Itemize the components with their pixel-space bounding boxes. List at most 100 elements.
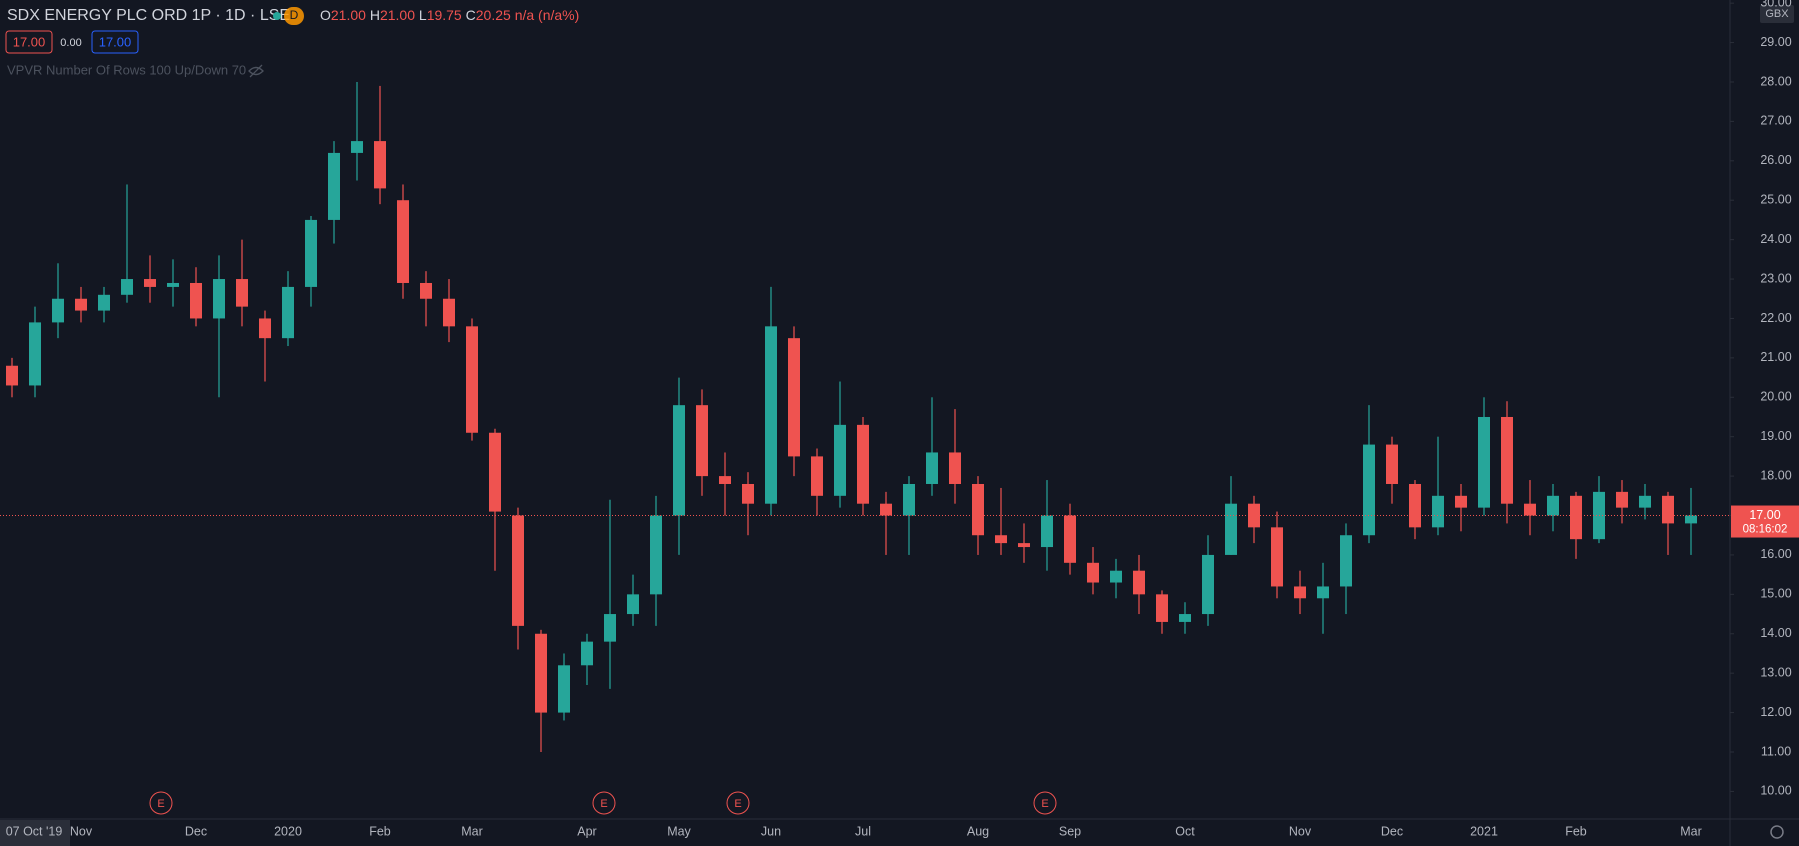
y-tick-label: 16.00 <box>1760 547 1791 561</box>
x-tick-label: Mar <box>1680 824 1702 838</box>
earnings-circle[interactable] <box>726 791 750 815</box>
x-tick-label: Nov <box>70 824 93 838</box>
candle-body <box>972 483 984 536</box>
candle-body <box>581 641 593 666</box>
readout-key: C <box>466 7 476 23</box>
y-tick-label: 13.00 <box>1760 665 1791 679</box>
y-tick-label: 27.00 <box>1760 114 1791 128</box>
candle-body <box>282 286 294 339</box>
buy-price[interactable]: 17.00 <box>99 34 132 49</box>
candle-body <box>1662 495 1674 524</box>
candle-body <box>627 594 639 615</box>
sell-price[interactable]: 17.00 <box>13 34 46 49</box>
earnings-marker[interactable]: E <box>1041 798 1048 810</box>
x-tick-label: 2021 <box>1470 824 1498 838</box>
candle-body <box>949 452 961 484</box>
candle-body <box>1616 491 1628 508</box>
candle-body <box>489 432 501 512</box>
interval-badge: D <box>290 8 299 22</box>
y-tick-label: 15.00 <box>1760 587 1791 601</box>
symbol-title: SDX ENERGY PLC ORD 1P · 1D · LSE <box>7 7 290 24</box>
candle-body <box>1685 515 1697 524</box>
spread: 0.00 <box>60 37 81 49</box>
candle-body <box>443 298 455 327</box>
candle-body <box>1409 483 1421 528</box>
x-tick-label: Jul <box>855 824 871 838</box>
candle-body <box>98 294 110 311</box>
earnings-circle[interactable] <box>1033 791 1057 815</box>
candle-body <box>1133 570 1145 595</box>
candle-body <box>650 515 662 595</box>
candle-body <box>1501 416 1513 504</box>
y-tick-label: 22.00 <box>1760 311 1791 325</box>
x-tick-label: Oct <box>1175 824 1195 838</box>
x-tick-label: 07 Oct '19 <box>6 824 63 838</box>
readout-value: 21.00 <box>380 7 415 23</box>
y-tick-label: 21.00 <box>1760 350 1791 364</box>
y-tick-label: 20.00 <box>1760 390 1791 404</box>
candle-body <box>75 298 87 311</box>
candle-body <box>1432 495 1444 528</box>
earnings-marker[interactable]: E <box>157 798 164 810</box>
y-tick-label: 14.00 <box>1760 626 1791 640</box>
candle-body <box>995 535 1007 544</box>
readout-change: n/a (n/a%) <box>515 7 580 23</box>
sell-box[interactable] <box>5 30 53 54</box>
candle-body <box>1570 495 1582 540</box>
candle-body <box>1639 495 1651 508</box>
candle-body <box>420 282 432 299</box>
candle-body <box>857 424 869 504</box>
buy-box[interactable] <box>91 30 139 54</box>
candle-body <box>1018 543 1030 548</box>
candle-body <box>811 456 823 496</box>
candle-body <box>397 200 409 283</box>
candle-body <box>259 318 271 339</box>
y-tick-label: 12.00 <box>1760 705 1791 719</box>
hide-icon[interactable] <box>248 64 264 78</box>
candle-body <box>673 405 685 516</box>
candle-body <box>719 476 731 484</box>
last-price-bg <box>1731 505 1799 538</box>
candle-body <box>926 452 938 484</box>
x-tick-label: Feb <box>1565 824 1587 838</box>
earnings-circle[interactable] <box>149 791 173 815</box>
candle-body <box>1524 503 1536 516</box>
y-tick-label: 29.00 <box>1760 35 1791 49</box>
candle-body <box>880 503 892 516</box>
candle-body <box>535 633 547 713</box>
candle-body <box>512 515 524 626</box>
settings-icon[interactable] <box>1770 825 1784 839</box>
x-tick-label: Apr <box>577 824 596 838</box>
candle-body <box>1110 570 1122 583</box>
candle-body <box>1271 527 1283 587</box>
candle-body <box>1547 495 1559 516</box>
currency: GBX <box>1765 8 1789 20</box>
readout-value: 20.25 <box>476 7 511 23</box>
candle-body <box>696 405 708 477</box>
candle-body <box>6 365 18 386</box>
earnings-circle[interactable] <box>592 791 616 815</box>
y-tick-label: 11.00 <box>1761 744 1791 758</box>
readout-key: L <box>419 7 427 23</box>
candle-body <box>1179 614 1191 622</box>
y-tick-label: 26.00 <box>1760 153 1791 167</box>
y-tick-label: 25.00 <box>1760 193 1791 207</box>
last-price-label: 17.00 <box>1749 508 1780 522</box>
x-tick-label: Mar <box>461 824 483 838</box>
plot-area <box>6 81 1697 752</box>
currency-bg <box>1760 5 1794 23</box>
x-tick-label: 2020 <box>274 824 302 838</box>
x-tick-label: Feb <box>369 824 391 838</box>
candle-body <box>1478 416 1490 508</box>
readout-value: 19.75 <box>427 7 462 23</box>
crosshair-date-bg <box>0 820 70 846</box>
countdown: 08:16:02 <box>1743 524 1788 536</box>
candle-body <box>305 219 317 287</box>
earnings-marker[interactable]: E <box>600 798 607 810</box>
earnings-marker[interactable]: E <box>734 798 741 810</box>
candle-body <box>1225 503 1237 555</box>
y-tick-label: 24.00 <box>1760 232 1791 246</box>
